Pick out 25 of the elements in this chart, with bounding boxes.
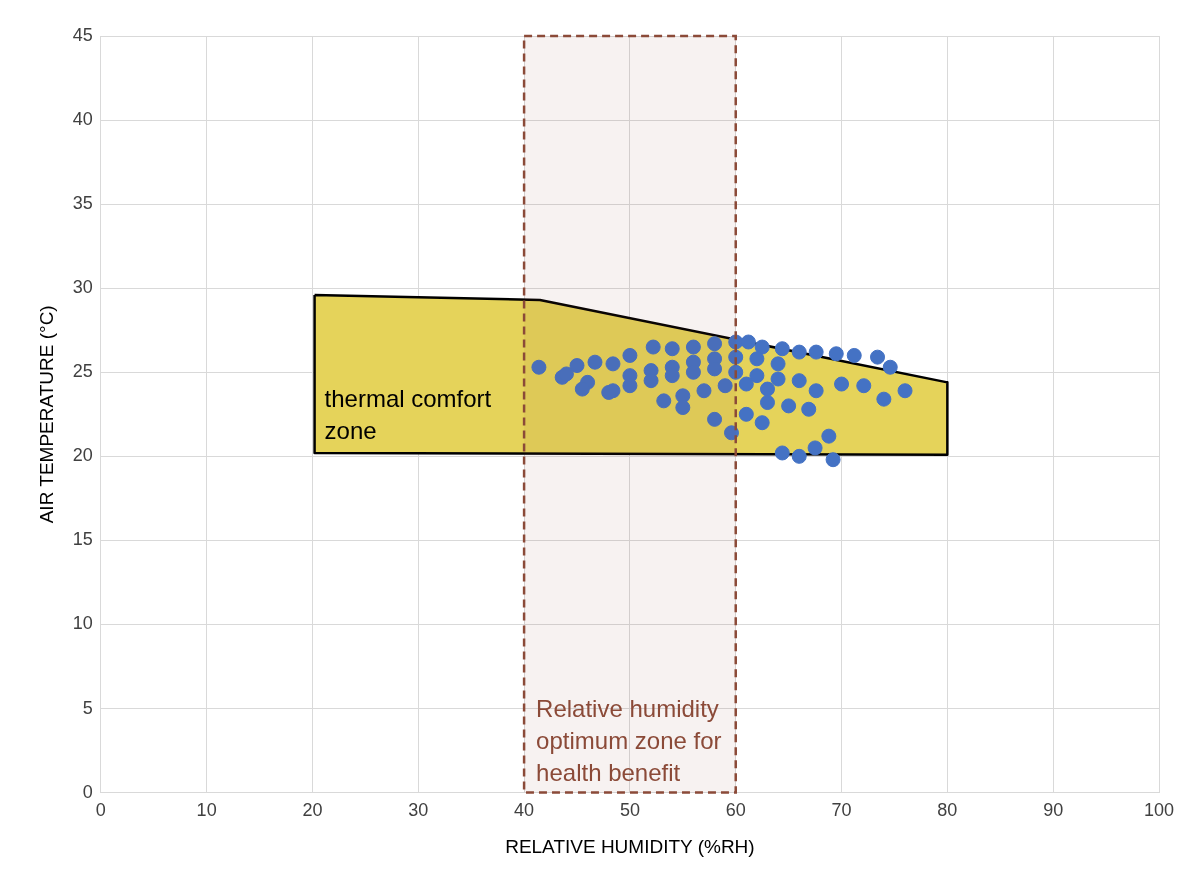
y-tick-label: 35 (72, 193, 93, 214)
x-tick-label: 90 (1043, 800, 1064, 821)
x-tick-label: 50 (619, 800, 640, 821)
y-tick-label: 20 (72, 445, 93, 466)
x-tick-label: 100 (1143, 800, 1175, 821)
y-axis-title: AIR TEMPERATURE (°C) (35, 305, 57, 524)
x-tick-label: 20 (302, 800, 323, 821)
y-tick-label: 15 (72, 529, 93, 550)
x-tick-label: 30 (408, 800, 429, 821)
y-tick-label: 10 (72, 613, 93, 634)
y-tick-label: 0 (82, 781, 93, 802)
x-tick-label: 70 (831, 800, 852, 821)
band-label: Relative humidity optimum zone for health benefit (536, 695, 722, 787)
x-tick-label: 10 (196, 800, 217, 821)
y-tick-label: 45 (72, 24, 93, 45)
x-tick-label: 0 (95, 800, 106, 821)
y-tick-label: 25 (72, 361, 93, 382)
y-tick-label: 40 (72, 109, 93, 130)
x-tick-label: 80 (937, 800, 958, 821)
series-label: thermal comfort zone (324, 385, 492, 445)
y-tick-label: 30 (72, 277, 93, 298)
x-tick-label: 60 (725, 800, 746, 821)
x-tick-label: 40 (514, 800, 535, 821)
x-axis-title: RELATIVE HUMIDITY (%RH) (505, 835, 755, 857)
y-tick-label: 5 (82, 697, 93, 718)
